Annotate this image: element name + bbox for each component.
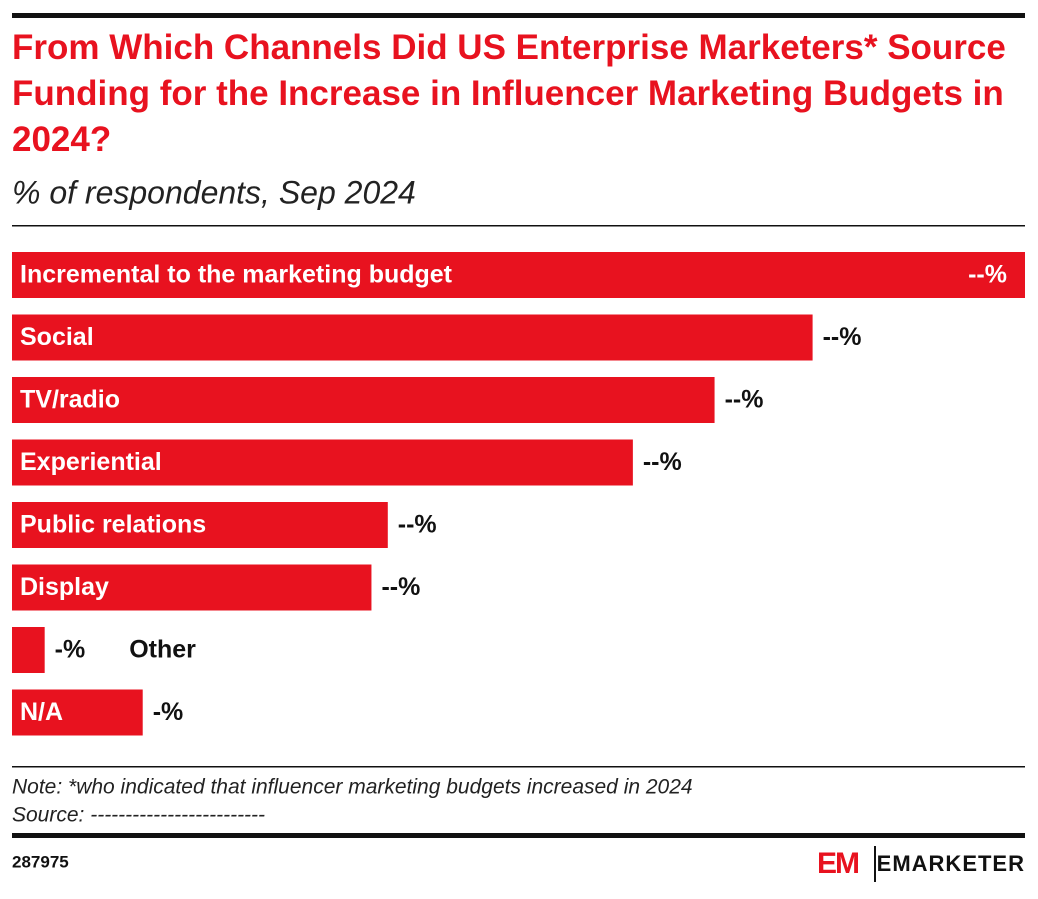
category-label: Experiential — [20, 448, 162, 476]
chart-title: From Which Channels Did US Enterprise Ma… — [12, 28, 1006, 159]
bar — [12, 689, 143, 736]
bottom-rule — [12, 833, 1025, 838]
bar — [12, 377, 715, 423]
bar — [12, 252, 1025, 298]
category-label: Public relations — [20, 511, 206, 539]
category-label: N/A — [20, 698, 63, 726]
bar — [12, 627, 45, 673]
bars: Incremental to the marketing budget --% So… — [12, 252, 1025, 736]
top-rule — [12, 13, 1025, 18]
category-label: Display — [20, 573, 109, 601]
category-label: TV/radio — [20, 386, 120, 414]
brand: EMARKETER — [877, 851, 1025, 876]
bar — [12, 439, 633, 486]
chart-id: 287975 — [12, 852, 69, 871]
value-label: -% — [153, 698, 184, 726]
category-label: Other — [129, 636, 196, 664]
category-label: Social — [20, 323, 94, 351]
category-label: Incremental to the marketing budget — [20, 261, 453, 289]
value-label: --% — [968, 261, 1007, 289]
value-label: --% — [823, 323, 862, 351]
bar — [12, 564, 372, 611]
value-label: --% — [381, 573, 420, 601]
logo-divider — [874, 846, 876, 882]
source: Source: ------------------------- — [12, 804, 265, 827]
rule — [12, 766, 1025, 768]
value-label: -% — [55, 636, 86, 664]
value-label: --% — [725, 386, 764, 414]
bar — [12, 502, 388, 548]
rule — [12, 225, 1025, 227]
logo: EM — [817, 847, 858, 880]
value-label: --% — [643, 448, 682, 476]
note: Note: *who indicated that influencer mar… — [12, 776, 693, 799]
chart-subtitle: % of respondents, Sep 2024 — [12, 174, 416, 210]
value-label: --% — [398, 511, 437, 539]
bar — [12, 314, 813, 361]
